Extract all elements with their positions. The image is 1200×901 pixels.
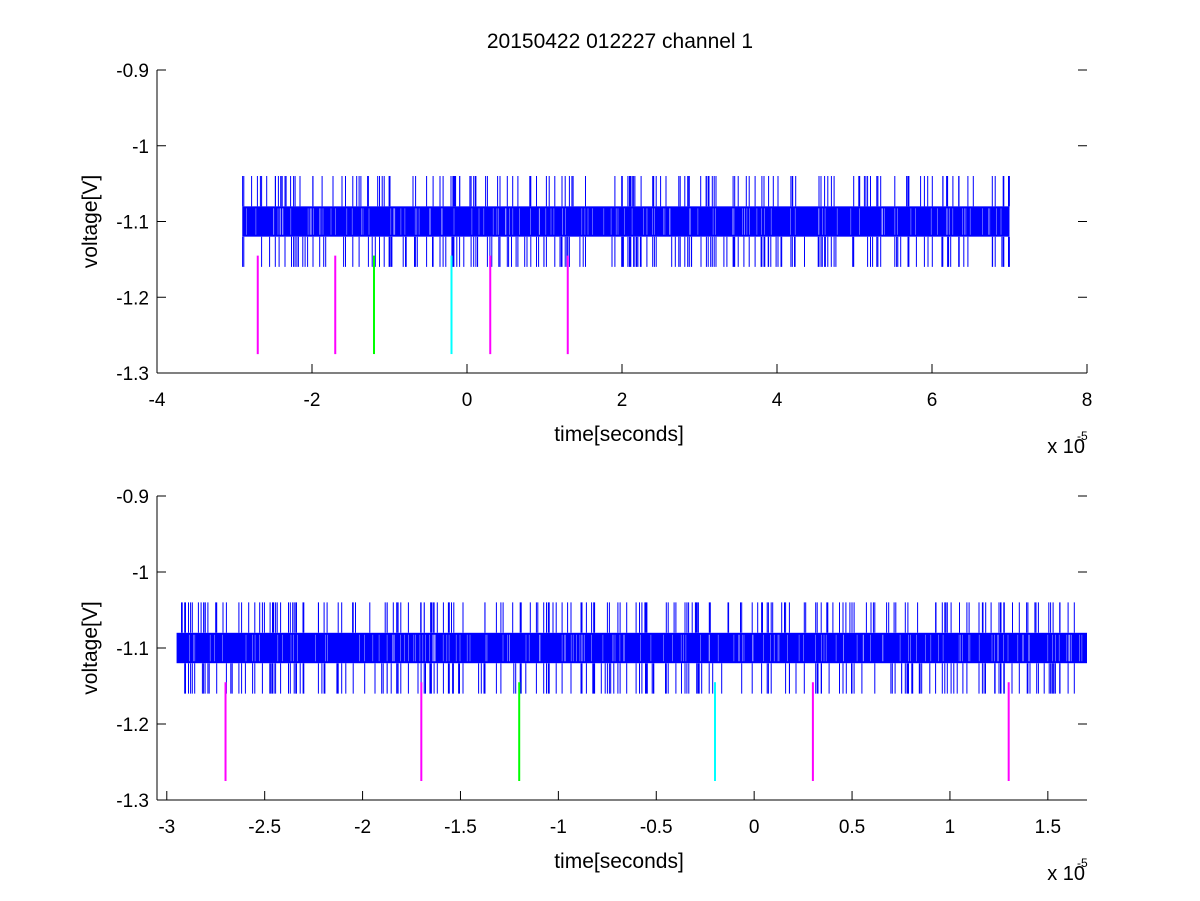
- x-tick-label: 8: [1082, 390, 1093, 411]
- signal-spikes: [242, 176, 1010, 267]
- x-tick-label: 1.5: [1035, 817, 1061, 838]
- x-tick-label: -1.5: [444, 817, 477, 838]
- signal-spikes: [181, 602, 1075, 694]
- figure-title: 20150422 012227 channel 1: [487, 30, 753, 53]
- y-tick-label: -1.3: [116, 791, 149, 812]
- y-tick-label: -1.2: [116, 715, 149, 736]
- x-axis-label: time[seconds]: [554, 850, 684, 873]
- x-tick-label: 2: [617, 390, 628, 411]
- x-tick-label: -4: [149, 390, 166, 411]
- y-axis-label: voltage[V]: [79, 601, 102, 694]
- x-tick-label: -1: [550, 817, 567, 838]
- y-tick-label: -1.1: [116, 213, 149, 234]
- x-tick-label: 6: [927, 390, 938, 411]
- x-multiplier-exponent: -5: [1077, 856, 1088, 870]
- signal-band: [176, 632, 1087, 664]
- axes-top-overview: -0.9 -1 -1.1 -1.2 -1.3-4 -2 0 2 4 6 8 time[seconds]…: [79, 61, 1092, 458]
- x-tick-label: 1: [945, 817, 956, 838]
- signal-band: [242, 206, 1010, 237]
- axes-bottom-zoom: -0.9 -1 -1.1 -1.2 -1.3 -3 -2.5 -2 -1.5 -1 -0.5 0 0.5…: [79, 487, 1088, 885]
- y-tick-label: -1: [132, 563, 149, 584]
- x-tick-label: -0.5: [640, 817, 673, 838]
- y-tick-label: -1.2: [116, 288, 149, 309]
- x-tick-label: -2.5: [248, 817, 281, 838]
- y-axis-label: voltage[V]: [79, 175, 102, 268]
- y-tick-label: -0.9: [116, 61, 149, 82]
- y-tick-label: -1: [132, 137, 149, 158]
- signal-band-texture: [189, 634, 1083, 662]
- y-tick-label: -1.1: [116, 639, 149, 660]
- x-tick-label: -2: [304, 390, 321, 411]
- x-axis-label: time[seconds]: [554, 423, 684, 446]
- x-tick-label: -3: [158, 817, 175, 838]
- x-tick-label: 0: [749, 817, 760, 838]
- x-tick-label: 0.5: [839, 817, 865, 838]
- y-tick-label: -0.9: [116, 487, 149, 508]
- x-multiplier-exponent: -5: [1077, 429, 1088, 443]
- y-tick-label: -1.3: [116, 364, 149, 385]
- x-tick-label: 4: [772, 390, 783, 411]
- x-multiplier-label: x 10: [1047, 436, 1085, 458]
- x-multiplier-label: x 10: [1047, 863, 1085, 885]
- signal-band-texture: [246, 208, 1002, 235]
- x-tick-label: 0: [462, 390, 473, 411]
- x-tick-label: -2: [354, 817, 371, 838]
